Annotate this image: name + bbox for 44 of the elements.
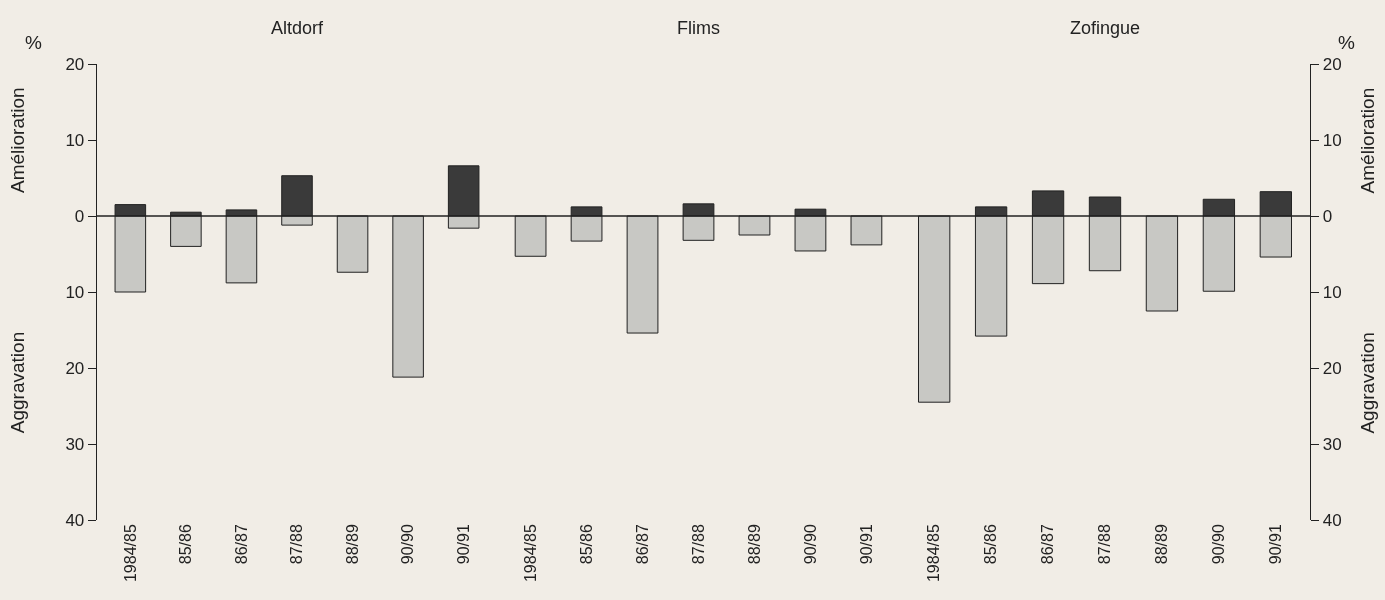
- x-tick-label: 86/87: [633, 524, 651, 565]
- y2-tick-label: 20: [1322, 358, 1342, 378]
- x-tick-label: 1984/85: [521, 524, 539, 583]
- y-tick-label: 40: [65, 510, 85, 530]
- x-tick-label: 90/90: [1210, 524, 1228, 565]
- chart-title: Altdorf: [270, 17, 325, 38]
- y2-tick-label: 20: [1322, 54, 1342, 74]
- text: Amélioration: [1357, 87, 1379, 194]
- y2-tick-label: 10: [1322, 130, 1342, 150]
- text: Amélioration: [7, 87, 28, 193]
- x-tick-label: 90/90: [399, 524, 417, 565]
- x-tick-label: 86/87: [1039, 524, 1057, 565]
- x-tick-label: 90/91: [1267, 524, 1285, 565]
- y-tick-label: 0: [74, 206, 85, 226]
- x-tick-label: 85/86: [177, 524, 195, 565]
- x-tick-label: 90/91: [857, 524, 875, 565]
- chart-title: Zofingue: [1069, 17, 1141, 38]
- text: Aggravation: [6, 331, 28, 434]
- x-tick-label: 87/88: [1096, 524, 1114, 565]
- y2-tick-label: 10: [1322, 282, 1342, 302]
- x-tick-label: 87/88: [689, 524, 707, 565]
- x-tick-label: 90/91: [454, 524, 472, 565]
- y-tick-label: 10: [65, 282, 85, 302]
- y-tick-label: 30: [65, 434, 85, 454]
- x-tick-label: 85/86: [982, 524, 1000, 565]
- x-tick-label: 88/89: [745, 524, 763, 565]
- y2-tick-label: 0: [1322, 206, 1333, 226]
- x-tick-label: 85/86: [577, 524, 595, 565]
- y-axis-title: %: [25, 32, 42, 53]
- x-tick-label: 86/87: [232, 524, 250, 565]
- y-tick-label: 20: [65, 54, 85, 74]
- chart-title: Flims: [677, 17, 720, 38]
- x-tick-label: 1984/85: [925, 524, 943, 583]
- x-tick-label: 88/89: [343, 524, 361, 565]
- x-tick-label: 88/89: [1153, 524, 1171, 565]
- x-tick-label: 87/88: [288, 524, 306, 565]
- y2-tick-label: 30: [1322, 434, 1342, 454]
- y2-axis-title: %: [1338, 32, 1355, 53]
- x-tick-label: 90/90: [801, 524, 819, 565]
- y-tick-label: 20: [65, 358, 85, 378]
- x-tick-label: 1984/85: [121, 524, 139, 583]
- text: Aggravation: [1357, 332, 1379, 434]
- y2-tick-label: 40: [1322, 510, 1342, 530]
- y-tick-label: 10: [65, 130, 85, 150]
